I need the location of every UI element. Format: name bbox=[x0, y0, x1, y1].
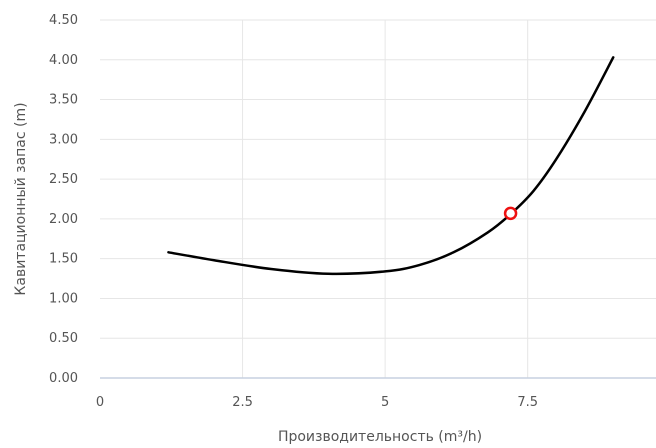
x-tick-label: 0 bbox=[96, 395, 104, 410]
y-tick-label: 3.00 bbox=[49, 132, 78, 147]
gridlines bbox=[100, 19, 656, 378]
x-tick-label: 5 bbox=[381, 395, 389, 410]
operating-point-marker[interactable] bbox=[503, 206, 518, 221]
x-tick-label: 2.5 bbox=[232, 395, 253, 410]
y-tick-label: 4.00 bbox=[49, 53, 78, 68]
y-tick-label: 2.00 bbox=[49, 212, 78, 227]
y-tick-label: 1.00 bbox=[49, 291, 78, 306]
series-layer bbox=[167, 56, 615, 276]
y-tick-label: 4.50 bbox=[49, 13, 78, 28]
npsh-curve bbox=[167, 56, 615, 276]
y-axis-title: Кавитационный запас (m) bbox=[13, 102, 29, 295]
marker-layer bbox=[503, 206, 518, 221]
y-tick-label: 0.00 bbox=[49, 371, 78, 386]
y-tick-label: 3.50 bbox=[49, 93, 78, 108]
y-tick-label: 2.50 bbox=[49, 172, 78, 187]
x-axis-title: Производительность (m³/h) bbox=[278, 429, 482, 444]
x-tick-label: 7.5 bbox=[517, 395, 538, 410]
tick-labels: 0.000.501.001.502.002.503.003.504.004.50… bbox=[49, 13, 538, 410]
y-tick-label: 1.50 bbox=[49, 252, 78, 267]
y-tick-label: 0.50 bbox=[49, 331, 78, 346]
